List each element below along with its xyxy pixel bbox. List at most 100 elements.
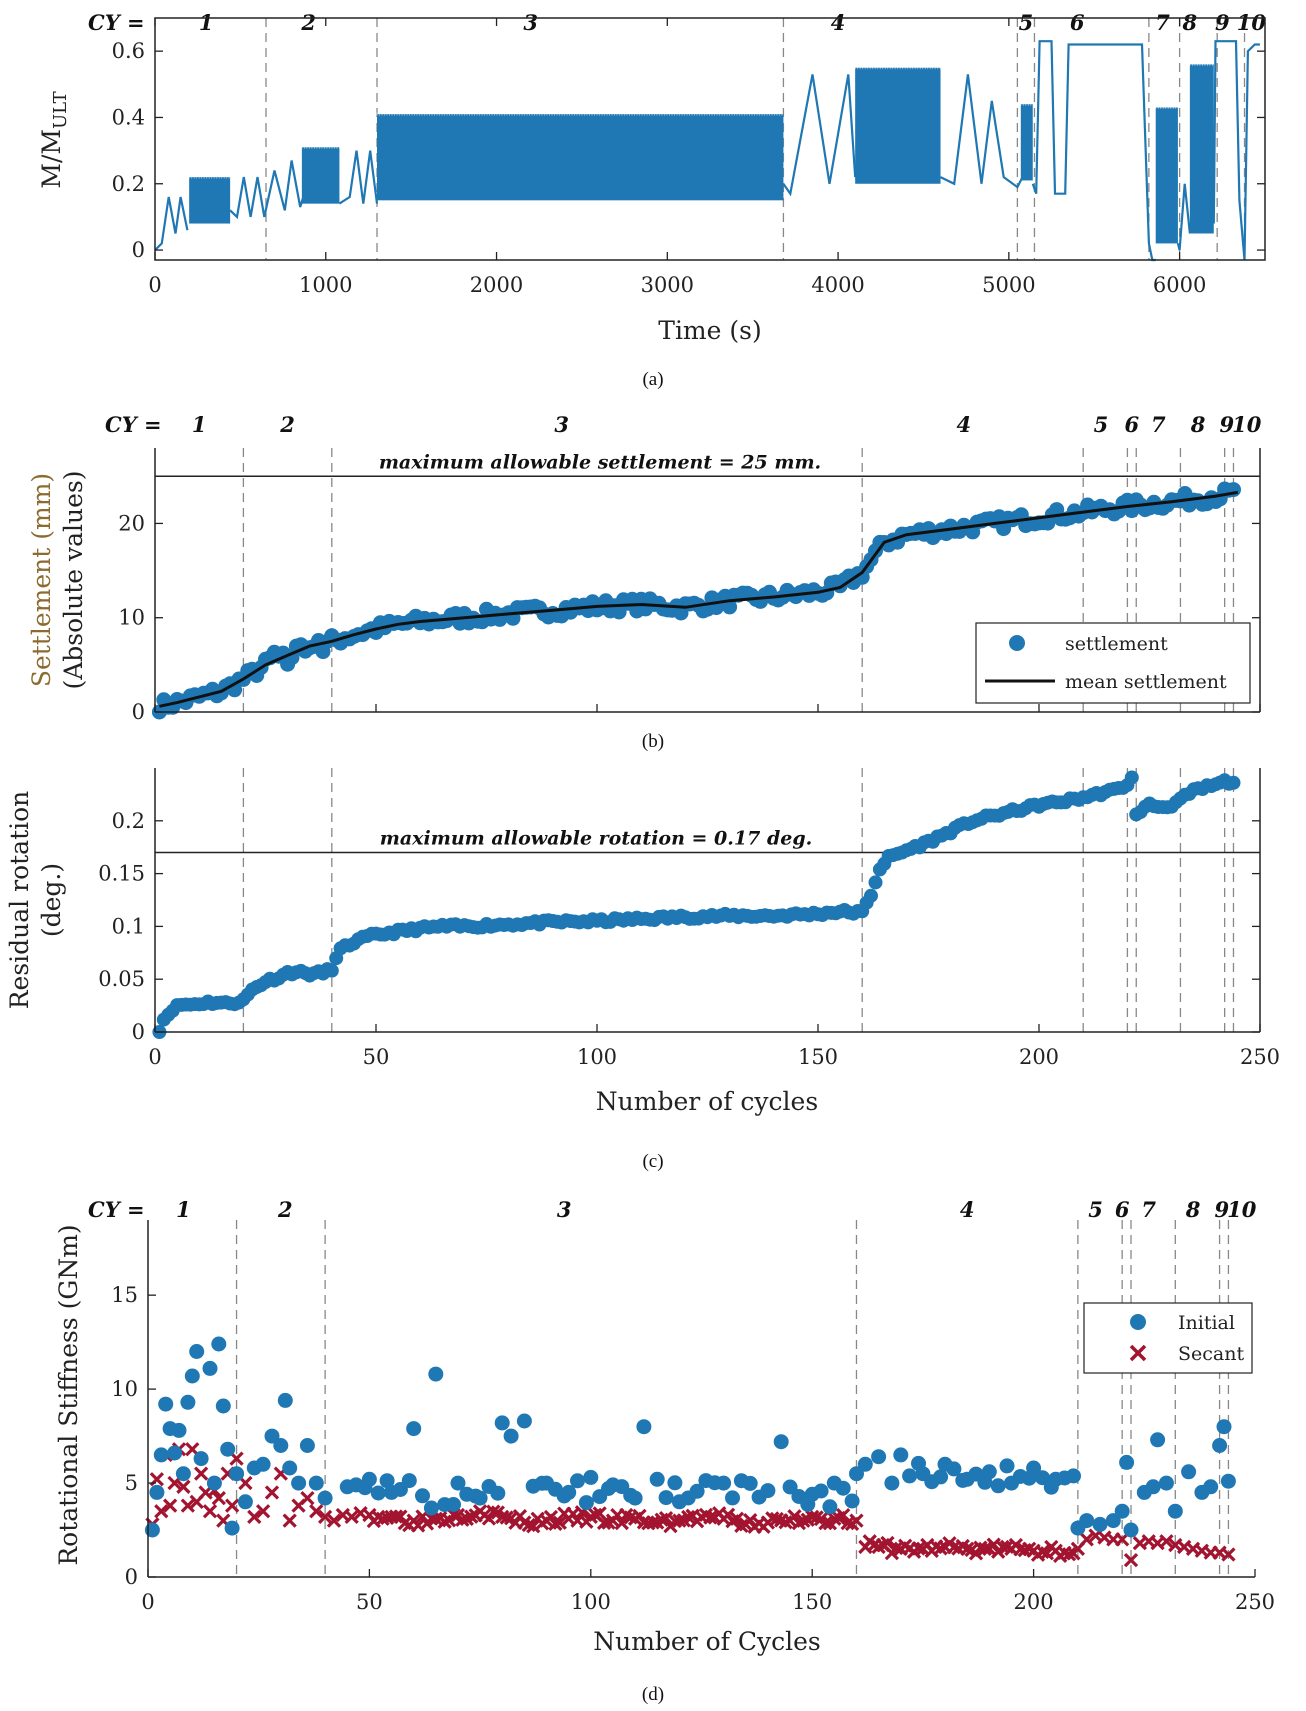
secant-point	[1123, 1552, 1139, 1568]
cy-label-5: 5	[1019, 10, 1034, 35]
initial-point	[981, 1464, 997, 1480]
initial-point	[317, 1490, 333, 1506]
initial-point	[175, 1466, 191, 1482]
initial-point	[871, 1449, 887, 1465]
cyclic-band-texture-3	[301, 145, 340, 149]
secant-stroke	[889, 1540, 904, 1556]
secant-point	[194, 1466, 209, 1481]
x-tick-label: 6000	[1153, 273, 1206, 297]
secant-stroke	[769, 1511, 784, 1527]
y-tick-label: 0.2	[112, 172, 145, 196]
cy-label-1: 1	[192, 412, 207, 437]
secant-stroke	[911, 1541, 926, 1556]
initial-point	[884, 1475, 900, 1491]
ylabel-d: Rotational Stiffness (GNm)	[54, 1224, 83, 1565]
mean-settlement-line	[159, 490, 1239, 708]
legend-box-d	[1083, 1302, 1253, 1374]
threshold-b: maximum allowable settlement = 25 mm.	[155, 451, 1260, 478]
series-line-segment-4	[338, 150, 379, 205]
initial-point	[189, 1344, 205, 1359]
legend-label-secant: Secant	[1178, 1343, 1244, 1365]
secant-point	[317, 1509, 333, 1525]
secant-stroke	[1132, 1536, 1148, 1551]
initial-point	[857, 1456, 873, 1472]
secant-point	[960, 1541, 975, 1556]
cy-label-4: 4	[960, 1197, 975, 1222]
x-tick-label: 150	[792, 1590, 832, 1614]
initial-point	[1105, 1513, 1121, 1529]
secant-point	[180, 1498, 195, 1513]
secant-stroke	[703, 1510, 718, 1525]
ylabel-b-line2: (Absolute values)	[59, 470, 88, 689]
series-c	[152, 770, 1241, 1039]
xlabel-d: Number of Cycles	[593, 1627, 821, 1656]
secant-point	[282, 1513, 297, 1528]
secant-stroke	[202, 1504, 218, 1519]
secant-stroke	[225, 1498, 240, 1513]
secant-point	[211, 1490, 226, 1506]
cyclic-band-texture-5	[376, 112, 783, 116]
secant-stroke	[836, 1507, 851, 1523]
initial-point	[1216, 1419, 1232, 1435]
secant-point	[225, 1498, 240, 1513]
cyclic-band-1	[189, 177, 231, 224]
rotation-point	[324, 963, 339, 978]
secant-point	[202, 1504, 218, 1519]
threshold-label: maximum allowable settlement = 25 mm.	[379, 451, 821, 473]
initial-point	[583, 1469, 599, 1485]
cy-label-8: 8	[1190, 412, 1206, 437]
initial-point	[1119, 1454, 1135, 1470]
y-tick-label: 0.1	[112, 914, 145, 938]
cy-label-10: 10	[1227, 1197, 1257, 1222]
initial-point	[423, 1500, 439, 1516]
initial-point	[406, 1421, 422, 1437]
initial-point	[446, 1497, 461, 1512]
secant-point	[1159, 1534, 1174, 1549]
secant-stroke	[180, 1498, 195, 1513]
cy-label-6: 6	[1125, 412, 1140, 437]
ylabel-c-line1: Residual rotation	[5, 791, 34, 1010]
initial-point	[689, 1483, 705, 1499]
y-tick-label: 0.6	[112, 39, 145, 63]
y-tick-label: 10	[118, 606, 145, 630]
rotation-point	[868, 875, 883, 890]
initial-point	[1203, 1479, 1219, 1495]
secant-stroke	[552, 1515, 567, 1530]
legend-marker-initial	[1130, 1314, 1146, 1330]
initial-point	[1150, 1432, 1166, 1448]
initial-point	[782, 1479, 798, 1495]
initial-point	[578, 1495, 594, 1511]
secant-point	[521, 1517, 536, 1533]
secant-point	[344, 1509, 359, 1525]
y-tick-label: 10	[111, 1377, 138, 1401]
initial-point	[1181, 1464, 1197, 1480]
secant-point	[703, 1510, 718, 1525]
y-tick-label: 15	[111, 1283, 138, 1307]
cy-label-9: 9	[1214, 1197, 1229, 1222]
x-tick-label: 0	[148, 273, 161, 297]
secant-stroke	[486, 1504, 501, 1519]
cy-label-1: 1	[176, 1197, 191, 1222]
initial-point	[224, 1520, 240, 1536]
panel-a: CY = 1 2 3 4 5 6 7 8 9 10 00.20.40.60 1000 2000 3000…	[37, 10, 1266, 390]
cyclic-band-3	[301, 147, 340, 204]
x-tick-label: 0	[141, 1590, 154, 1614]
secant-stroke	[375, 1511, 390, 1526]
cyclic-band-texture-1	[188, 175, 230, 179]
secant-point	[729, 1511, 745, 1526]
cyclic-band-9	[1020, 104, 1033, 181]
initial-point	[277, 1392, 293, 1408]
x-tick-label: 100	[577, 1045, 617, 1069]
initial-point	[308, 1475, 324, 1491]
secant-stroke	[840, 1516, 855, 1531]
initial-point	[206, 1475, 222, 1491]
secant-stroke	[672, 1513, 687, 1528]
initial-point	[813, 1483, 829, 1499]
secant-stroke	[397, 1516, 412, 1531]
initial-point	[255, 1456, 271, 1472]
secant-stroke	[614, 1515, 629, 1531]
initial-point	[716, 1475, 732, 1491]
secant-point	[1079, 1532, 1094, 1547]
